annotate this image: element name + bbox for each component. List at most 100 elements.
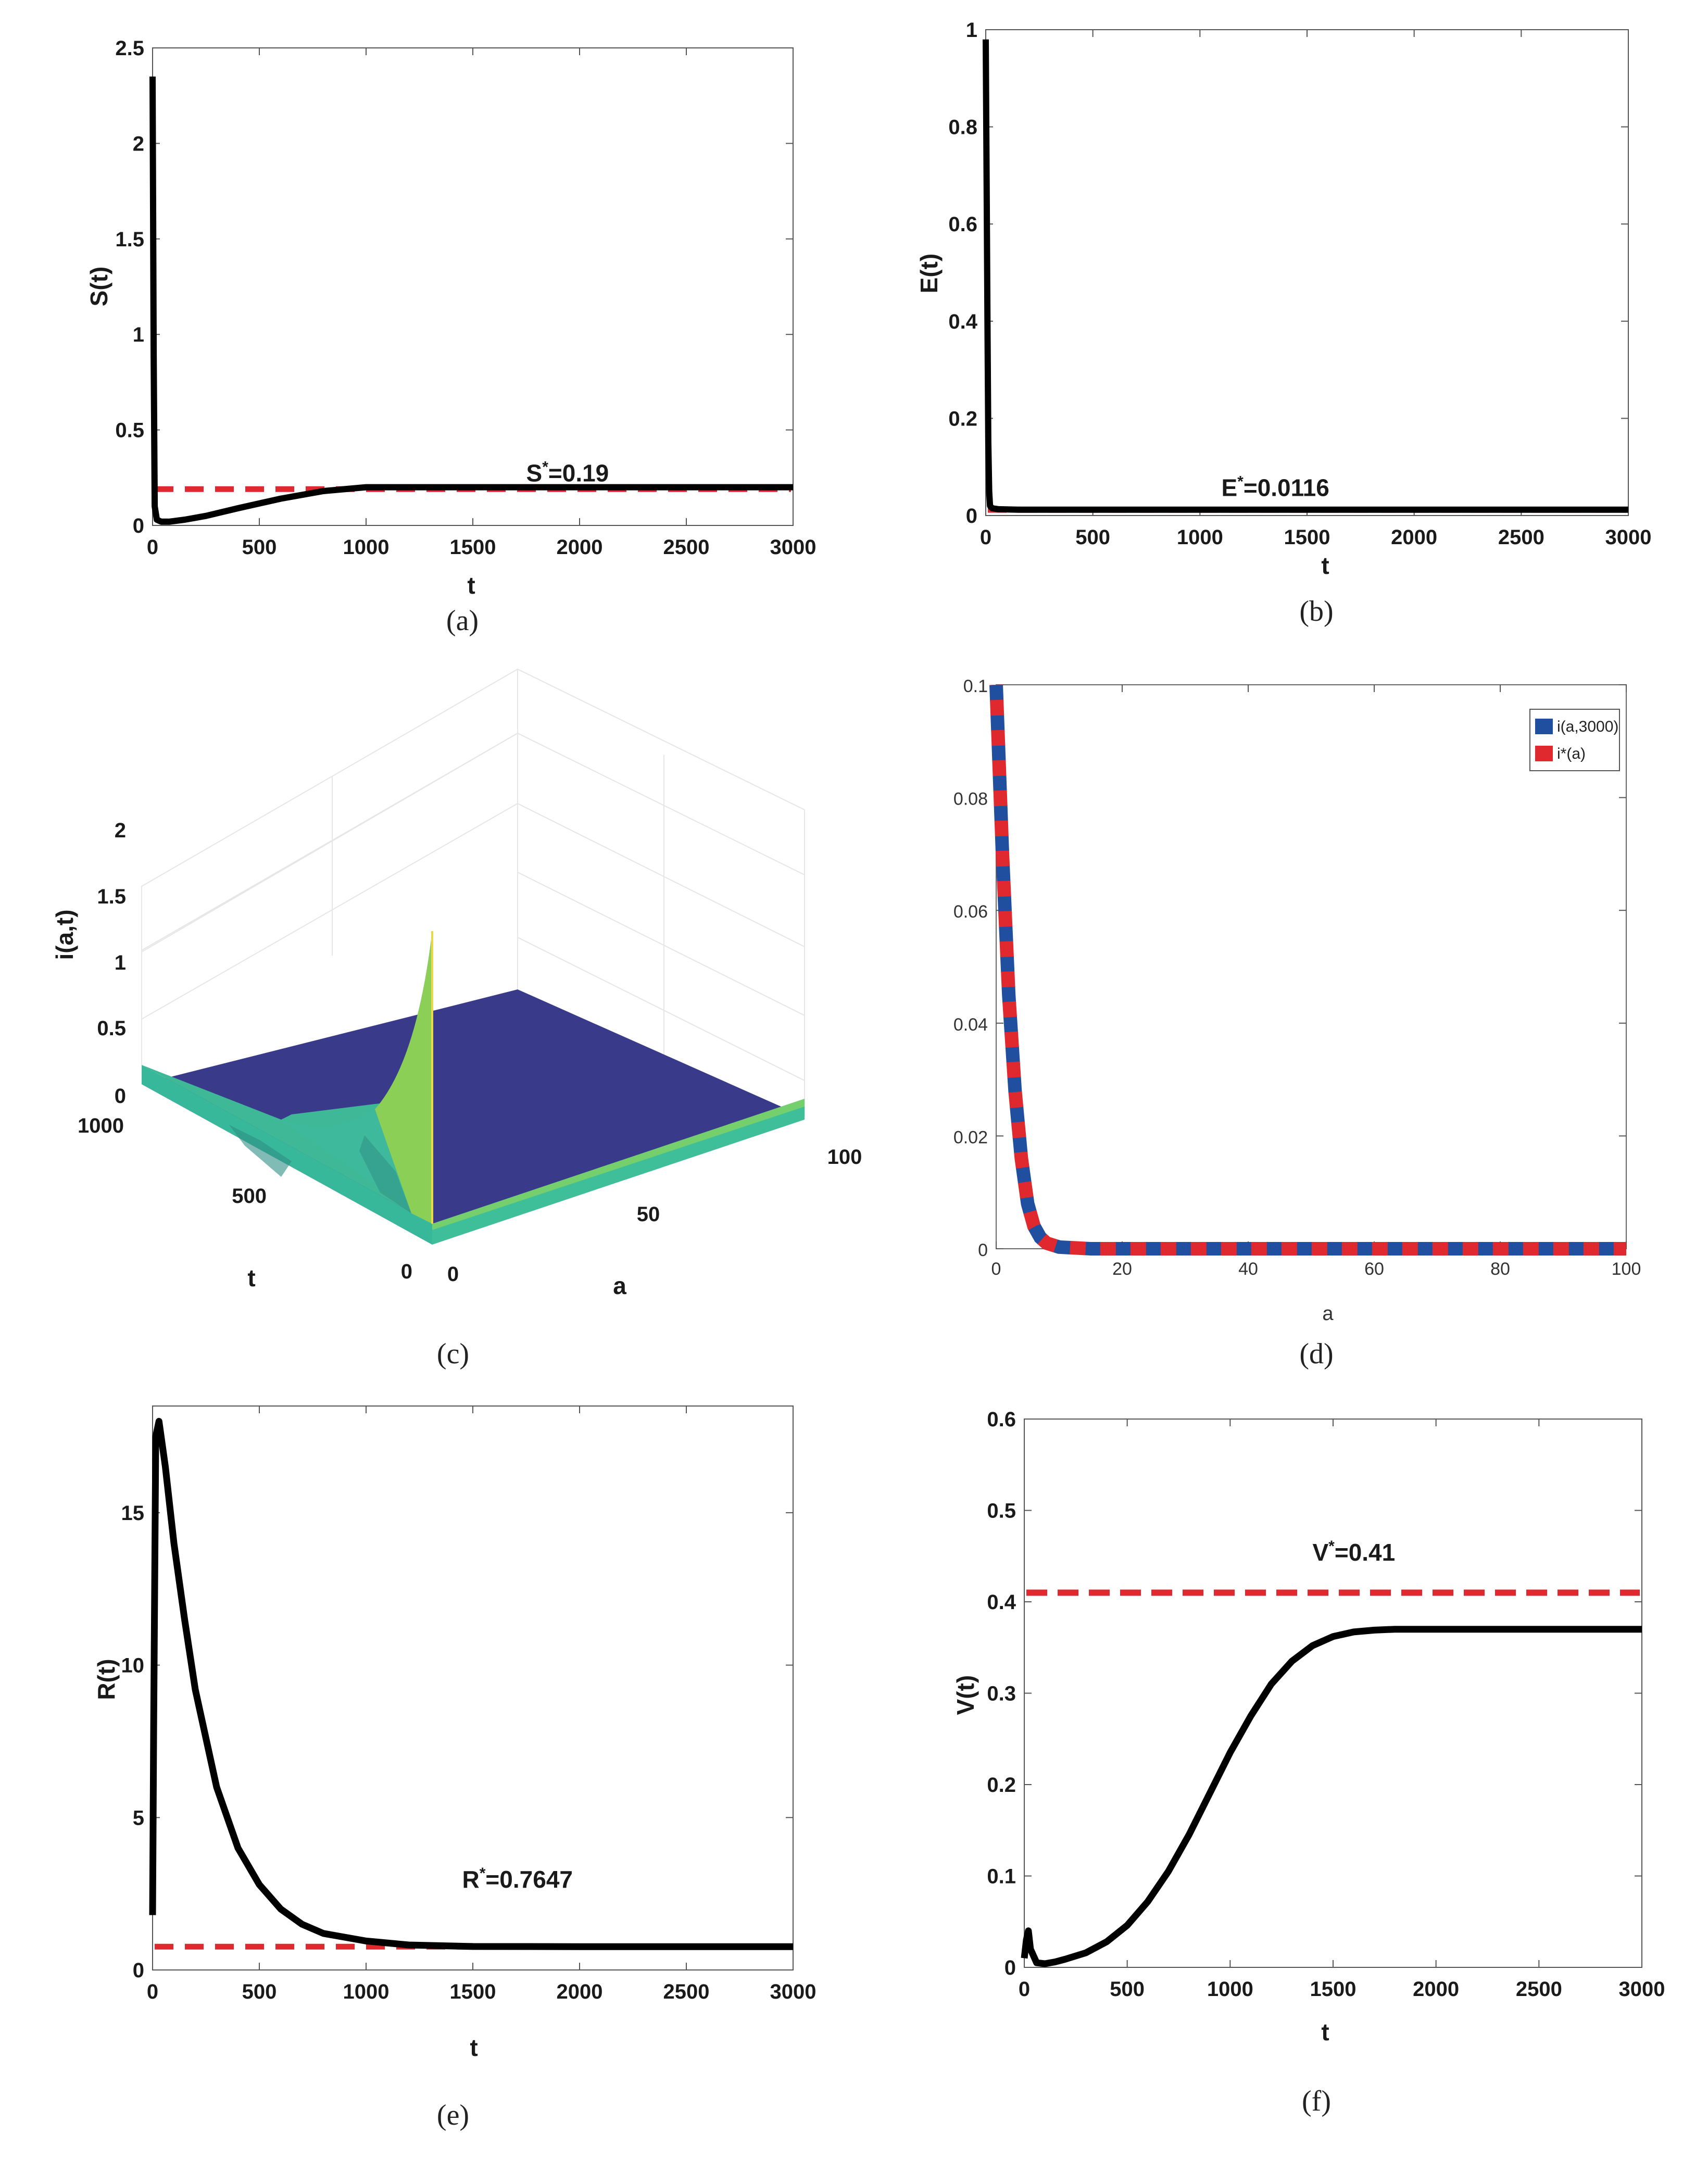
panel-b-ytick-label: 0.8 — [948, 116, 977, 139]
panel-c-a-tick: 50 — [637, 1203, 660, 1226]
panel-d: 0 20 40 60 80 100 0 0.02 0.04 0.06 0.08 0.1 i(a,300… — [953, 676, 1641, 1370]
panel-d-xtick-label: 0 — [991, 1259, 1001, 1279]
panel-c-z-tick: 1.5 — [97, 885, 126, 908]
panel-d-xtick-label: 100 — [1612, 1259, 1641, 1279]
panel-c-surface-wedge — [142, 1065, 432, 1224]
panel-f-ytick-label: 0.2 — [987, 1774, 1016, 1797]
panel-d-legend-label-1: i(a,3000) — [1557, 718, 1618, 735]
panel-e-xtick-label: 1000 — [343, 1980, 390, 2003]
panel-c: 0 0.5 1 1.5 2 i(a,t) 1000 500 0 t 0 50 1… — [51, 668, 862, 1370]
panel-c-z-tick: 0.5 — [97, 1017, 126, 1040]
panel-c-surface-shade — [359, 1135, 411, 1213]
panel-d-ytick-label: 0.04 — [953, 1015, 988, 1035]
panel-e-xtick-label: 3000 — [770, 1980, 817, 2003]
panel-d-xtick-label: 20 — [1112, 1259, 1132, 1279]
panel-c-gridline — [517, 803, 805, 947]
panel-b-xtick-label: 1000 — [1177, 526, 1223, 549]
panel-b-ytick-label: 0.4 — [948, 310, 977, 333]
panel-a-ytick-label: 0.5 — [115, 419, 144, 442]
panel-d-caption: (d) — [1299, 1338, 1333, 1370]
panel-d-ytick-label: 0.06 — [953, 902, 988, 922]
panel-a-xtick-label: 3000 — [770, 536, 817, 559]
panel-c-a-tick: 0 — [447, 1263, 459, 1286]
panel-b-annotation: E*=0.0116 — [1221, 473, 1329, 501]
panel-c-gridline — [517, 733, 805, 875]
panel-b-xtick-label: 2000 — [1391, 526, 1437, 549]
panel-e-xtick-label: 0 — [147, 1980, 158, 2003]
panel-e-xtick-label: 500 — [242, 1980, 277, 2003]
panel-f-xtick-label: 2000 — [1413, 1978, 1459, 2001]
panel-f-xtick-label: 1000 — [1207, 1978, 1253, 2001]
panel-c-surface-shade — [229, 1125, 292, 1177]
panel-c-t-tick: 500 — [232, 1185, 267, 1208]
panel-e-ytick-label: 10 — [121, 1654, 145, 1677]
panel-a-xtick-label: 1000 — [343, 536, 390, 559]
panel-b-ytick-label: 1 — [966, 19, 977, 42]
panel-a-ytick-label: 0 — [133, 514, 144, 537]
panel-a-xlabel: t — [467, 572, 475, 599]
panel-f-xtick-label: 3000 — [1619, 1978, 1665, 2001]
panel-f-ytick-label: 0.1 — [987, 1865, 1016, 1888]
panel-d-ytick-label: 0.02 — [953, 1127, 988, 1147]
panel-b-axes — [985, 29, 1629, 516]
panel-d-ytick-label: 0 — [978, 1240, 988, 1260]
panel-c-surface-rim-left — [142, 1065, 432, 1245]
panel-c-t-tick: 0 — [401, 1260, 412, 1283]
panel-b-xlabel: t — [1321, 552, 1329, 579]
panel-c-a-tick: 100 — [827, 1146, 862, 1169]
panel-f-xtick-label: 0 — [1019, 1978, 1030, 2001]
panel-a-xtick-label: 2500 — [663, 536, 710, 559]
panel-d-xtick-label: 40 — [1238, 1259, 1258, 1279]
panel-a-xtick-label: 1500 — [450, 536, 496, 559]
panel-f-caption: (f) — [1302, 2085, 1331, 2117]
panel-d-legend-swatch-1 — [1535, 719, 1553, 734]
panel-f-ytick-label: 0 — [1004, 1956, 1016, 1979]
panel-a-axes — [152, 47, 794, 526]
panel-e-xlabel: t — [470, 2034, 478, 2061]
panel-c-caption: (c) — [437, 1338, 469, 1370]
panel-b-ytick-label: 0.2 — [948, 407, 977, 430]
panel-b-xtick-label: 3000 — [1605, 526, 1652, 549]
panel-d-legend-swatch-2 — [1535, 746, 1553, 761]
panel-b-xtick-label: 0 — [980, 526, 991, 549]
panel-c-z-tick: 2 — [115, 819, 126, 842]
panel-b-ylabel: E(t) — [915, 254, 943, 294]
panel-a-xtick-label: 0 — [147, 536, 158, 559]
panel-a-annotation: S*=0.19 — [526, 459, 609, 487]
panel-d-xtick-label: 80 — [1490, 1259, 1510, 1279]
panel-a-ylabel: S(t) — [85, 267, 112, 307]
panel-e-caption: (e) — [437, 2099, 469, 2131]
panel-d-legend-label-2: i*(a) — [1557, 745, 1586, 762]
panel-e-xtick-label: 2000 — [557, 1980, 603, 2003]
panel-f-ytick-label: 0.5 — [987, 1500, 1016, 1523]
panel-e: 0 500 1000 1500 2000 2500 3000 0 5 10 15 R*=0.7647… — [93, 1405, 817, 2131]
panel-e-r-curve — [149, 1417, 793, 1950]
panel-b-e-curve — [983, 39, 1628, 513]
panel-d-legend: i(a,3000) i*(a) — [1529, 709, 1620, 771]
panel-a-caption: (a) — [446, 605, 479, 637]
panel-c-z-tick: 0 — [115, 1085, 126, 1108]
panel-d-xtick-label: 60 — [1364, 1259, 1384, 1279]
panel-c-gridline — [141, 803, 518, 1020]
panel-e-annotation: R*=0.7647 — [462, 1865, 573, 1893]
panel-e-ytick-label: 5 — [133, 1806, 144, 1829]
panel-d-series-i-a-3000 — [989, 684, 1626, 1256]
panel-f-annotation: V*=0.41 — [1312, 1538, 1395, 1566]
panel-b-xtick-label: 2500 — [1498, 526, 1544, 549]
panel-e-xtick-label: 1500 — [450, 1980, 496, 2003]
panel-c-zlabel: i(a,t) — [51, 909, 78, 960]
panel-c-gridline — [517, 937, 805, 1081]
panel-f-xtick-label: 500 — [1110, 1978, 1145, 2001]
panel-c-back-wall-left — [141, 668, 518, 951]
panel-c-gridline — [141, 733, 518, 952]
panel-c-surface-floor — [142, 989, 805, 1245]
panel-a-xtick-label: 500 — [242, 536, 277, 559]
panel-f-v-curve — [1021, 1626, 1642, 1967]
panel-d-series-i-star — [989, 684, 1626, 1256]
panel-c-surface-rim-front — [432, 1099, 805, 1230]
panel-f-xlabel: t — [1321, 2018, 1329, 2045]
panel-d-ytick-label: 0.08 — [953, 789, 988, 809]
panel-d-axes — [996, 684, 1627, 1249]
panel-b-caption: (b) — [1299, 595, 1333, 627]
panel-a-ytick-label: 1 — [133, 323, 144, 346]
